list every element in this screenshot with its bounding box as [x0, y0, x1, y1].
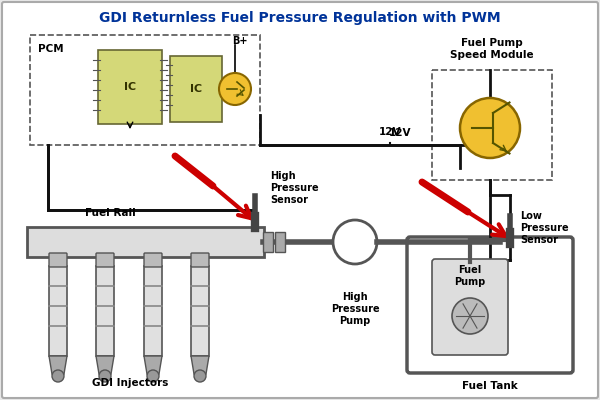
FancyBboxPatch shape — [96, 253, 114, 267]
Polygon shape — [96, 356, 114, 374]
Circle shape — [52, 370, 64, 382]
Text: 12V: 12V — [379, 127, 401, 137]
Circle shape — [219, 73, 251, 105]
FancyBboxPatch shape — [407, 237, 573, 373]
Text: Low
Pressure
Sensor: Low Pressure Sensor — [520, 211, 569, 244]
FancyBboxPatch shape — [98, 50, 162, 124]
FancyBboxPatch shape — [191, 266, 209, 356]
Circle shape — [333, 220, 377, 264]
FancyBboxPatch shape — [49, 266, 67, 356]
Text: IC: IC — [124, 82, 136, 92]
Circle shape — [452, 298, 488, 334]
Polygon shape — [144, 356, 162, 374]
Text: High
Pressure
Sensor: High Pressure Sensor — [270, 171, 319, 204]
Text: GDI Injectors: GDI Injectors — [92, 378, 168, 388]
Polygon shape — [49, 356, 67, 374]
Text: PCM: PCM — [38, 44, 64, 54]
Text: B+: B+ — [232, 36, 248, 46]
Text: IC: IC — [190, 84, 202, 94]
FancyBboxPatch shape — [170, 56, 222, 122]
FancyBboxPatch shape — [30, 35, 260, 145]
Circle shape — [460, 98, 520, 158]
Circle shape — [147, 370, 159, 382]
Text: Fuel
Pump: Fuel Pump — [454, 265, 485, 287]
FancyBboxPatch shape — [275, 232, 285, 252]
Text: High
Pressure
Pump: High Pressure Pump — [331, 292, 379, 326]
Text: Fuel Pump
Speed Module: Fuel Pump Speed Module — [450, 38, 534, 60]
Polygon shape — [191, 356, 209, 374]
FancyBboxPatch shape — [432, 259, 508, 355]
Text: Fuel Rail: Fuel Rail — [85, 208, 136, 218]
FancyBboxPatch shape — [27, 227, 264, 257]
FancyBboxPatch shape — [432, 70, 552, 180]
FancyBboxPatch shape — [191, 253, 209, 267]
Text: GDI Returnless Fuel Pressure Regulation with PWM: GDI Returnless Fuel Pressure Regulation … — [99, 11, 501, 25]
FancyBboxPatch shape — [263, 232, 273, 252]
Text: Fuel Tank: Fuel Tank — [462, 381, 518, 391]
FancyBboxPatch shape — [49, 253, 67, 267]
Circle shape — [194, 370, 206, 382]
Text: 12V: 12V — [389, 128, 411, 138]
FancyBboxPatch shape — [96, 266, 114, 356]
FancyBboxPatch shape — [144, 266, 162, 356]
FancyBboxPatch shape — [144, 253, 162, 267]
Circle shape — [99, 370, 111, 382]
